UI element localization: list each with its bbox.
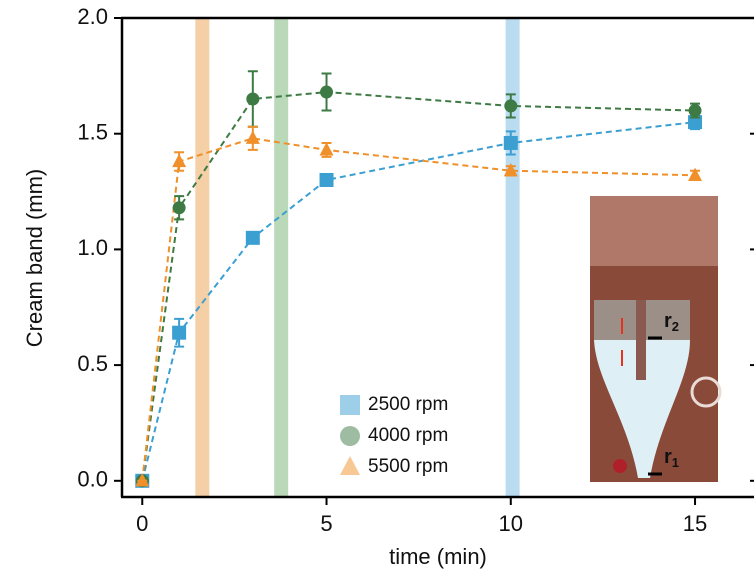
marker	[135, 473, 150, 487]
ring	[690, 376, 722, 408]
marker	[245, 130, 260, 144]
legend-marker	[340, 426, 360, 446]
band	[195, 18, 210, 497]
x-tick-label: 15	[683, 511, 707, 536]
plot	[135, 70, 703, 488]
legend-marker	[340, 395, 360, 415]
legend-label: 5500 rpm	[368, 456, 448, 477]
x-tick-label: 10	[499, 511, 523, 536]
legend-label: 4000 rpm	[368, 425, 448, 446]
y-tick-label: 0.0	[77, 467, 108, 492]
band	[505, 18, 520, 497]
marker	[688, 115, 703, 130]
marker	[172, 201, 186, 215]
marker	[504, 99, 518, 113]
marker	[688, 167, 703, 181]
marker	[172, 325, 187, 340]
marker	[319, 142, 334, 156]
cream	[594, 340, 690, 478]
legend-marker	[340, 456, 360, 475]
marker	[503, 135, 518, 150]
marker	[246, 92, 260, 106]
y-tick-label: 2.0	[77, 4, 108, 29]
dot	[613, 459, 627, 473]
y-tick-label: 1.0	[77, 235, 108, 260]
inset-label-sub: 1	[672, 455, 679, 470]
photo-top	[590, 196, 718, 266]
x-tick-label: 5	[320, 511, 332, 536]
series-line	[141, 91, 696, 481]
marker	[245, 230, 260, 245]
inset-label: r1	[664, 446, 679, 470]
series-line	[141, 121, 696, 482]
marker	[503, 163, 518, 177]
legend-label: 2500 rpm	[368, 394, 448, 415]
inset-label: r2	[664, 310, 679, 334]
inset-photo: r2 r1	[590, 196, 722, 482]
x-tick-label: 0	[136, 511, 148, 536]
marker	[172, 153, 187, 168]
inset-label-main: r	[664, 446, 672, 468]
marker	[320, 85, 334, 99]
x-axis-label: time (min)	[389, 544, 487, 569]
inset-label-sub: 2	[672, 319, 679, 334]
bands	[195, 18, 520, 497]
y-tick-label: 0.5	[77, 351, 108, 376]
marker	[688, 104, 702, 118]
y-tick-label: 1.5	[77, 120, 108, 145]
band	[274, 18, 289, 497]
probe	[636, 300, 646, 380]
marker	[319, 172, 334, 187]
y-axis-label: Cream band (mm)	[22, 169, 47, 347]
inset-label-main: r	[664, 310, 672, 332]
